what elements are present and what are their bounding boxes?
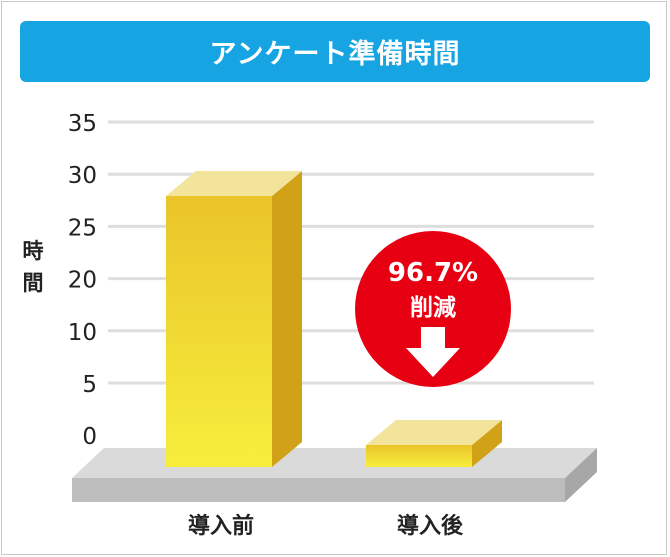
- y-tick-label: 10: [68, 320, 97, 346]
- y-tick-label: 35: [68, 111, 97, 137]
- x-tick-label: 導入後: [397, 513, 464, 539]
- y-tick-label: 5: [82, 372, 97, 398]
- reduction-callout: 96.7% 削減: [355, 231, 511, 387]
- floor-side: [565, 448, 597, 502]
- x-tick-label: 導入前: [188, 513, 254, 539]
- floor-front: [72, 478, 565, 502]
- bar-2: [366, 420, 502, 467]
- bar-side: [272, 171, 302, 467]
- chart-floor: [72, 448, 597, 502]
- bar-front: [166, 196, 272, 467]
- callout-label: 削減: [410, 295, 456, 321]
- floor-top: [72, 448, 597, 478]
- bar-side: [472, 420, 502, 467]
- bars: [166, 171, 502, 467]
- chart-title: アンケート準備時間: [20, 21, 650, 82]
- y-tick-label: 0: [82, 424, 97, 450]
- y-tick-label: 20: [68, 268, 97, 294]
- x-tick-labels: 導入前 導入後: [188, 513, 464, 539]
- y-axis-label-char-1: 時: [23, 239, 44, 263]
- bar-top: [366, 420, 502, 445]
- bar-top: [166, 171, 302, 196]
- y-tick-labels: 35 30 25 20 10 5 0: [68, 111, 97, 450]
- bar-front: [366, 445, 472, 467]
- bar-1: [166, 171, 302, 467]
- y-tick-label: 25: [68, 215, 97, 241]
- down-arrow-icon: [406, 327, 460, 377]
- callout-circle: [355, 231, 511, 387]
- callout-percent: 96.7%: [388, 258, 478, 288]
- y-tick-label: 30: [68, 163, 97, 189]
- y-axis-label-char-2: 間: [23, 271, 44, 295]
